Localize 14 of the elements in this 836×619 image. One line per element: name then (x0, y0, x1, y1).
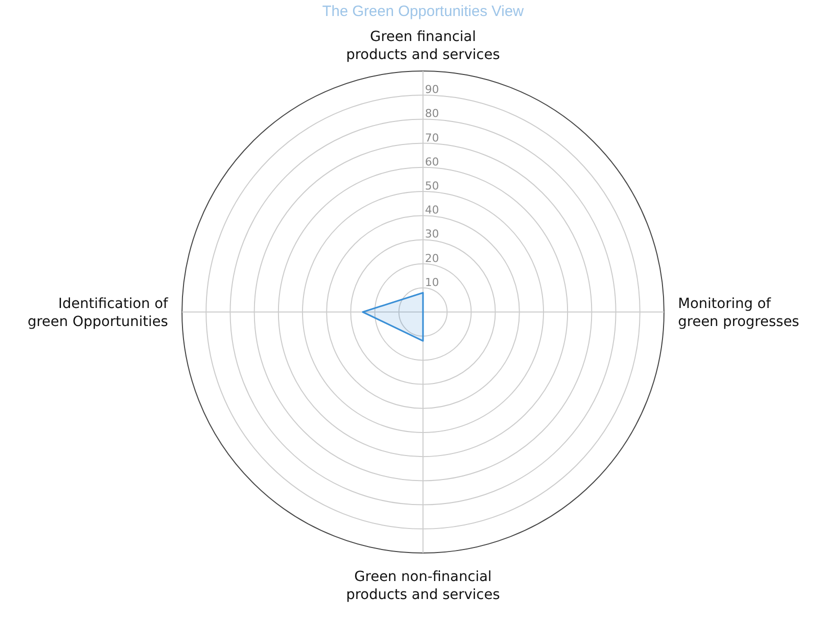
y-tick-label: 90 (425, 83, 439, 96)
chart-title: The Green Opportunities View (322, 3, 524, 20)
spoke-label: Monitoring of green progresses (678, 296, 800, 330)
y-tick-label: 80 (425, 107, 439, 120)
spoke-label: Green non-financial products and services (346, 569, 500, 603)
y-tick-label: 70 (425, 131, 439, 144)
y-tick-label: 10 (425, 276, 439, 289)
y-tick-label: 30 (425, 228, 439, 241)
spoke-label: Identification of green Opportunities (28, 296, 170, 330)
y-tick-label: 20 (425, 252, 439, 265)
y-tick-label: 50 (425, 180, 439, 192)
y-tick-label: 60 (425, 155, 439, 168)
y-tick-label: 40 (425, 204, 439, 217)
spoke-label: Green financial products and services (346, 29, 500, 63)
